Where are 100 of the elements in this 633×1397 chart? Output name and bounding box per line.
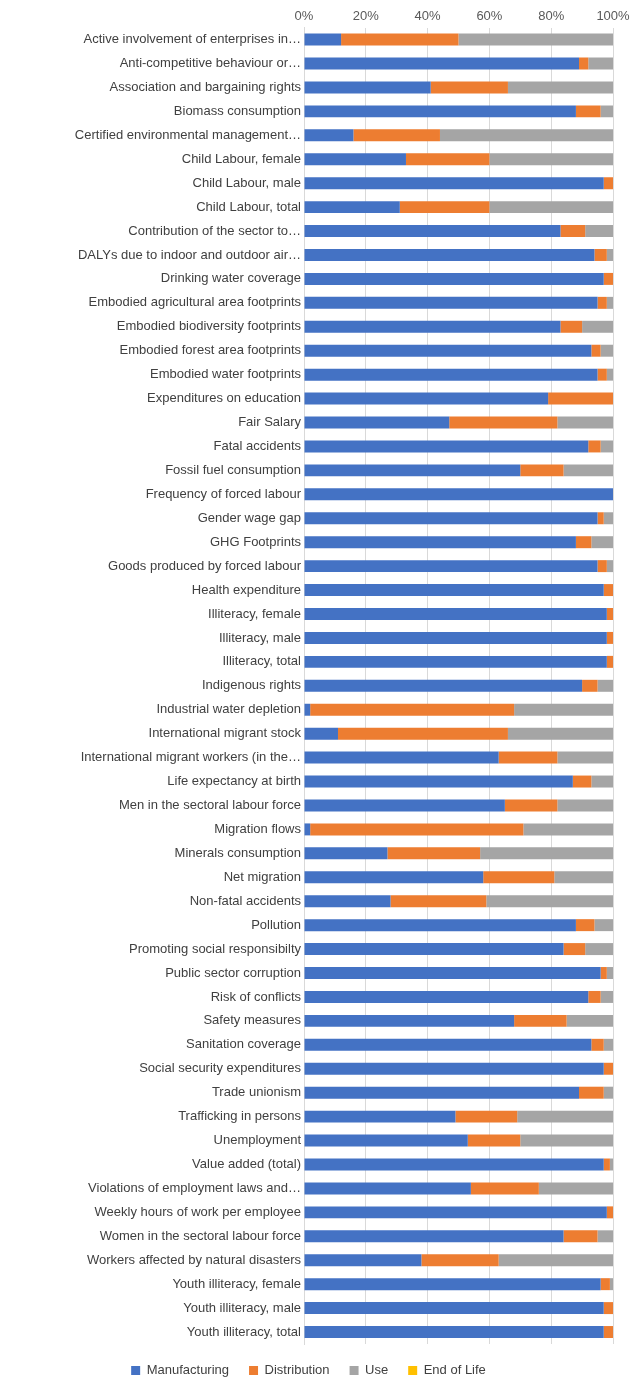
bar: [430, 81, 508, 94]
y-tick-label: Indigenous rights: [201, 677, 302, 693]
bar: [563, 464, 613, 477]
bar: [399, 201, 490, 214]
y-tick-label: Gender wage gap: [197, 509, 301, 525]
y-tick-label: Promoting social responsibilty: [129, 940, 302, 956]
bar: [467, 1134, 521, 1147]
y-tick-label: Association and bargaining rights: [109, 79, 302, 95]
y-tick-label: Fossil fuel consumption: [165, 461, 301, 477]
y-tick-label: Embodied water footprints: [149, 366, 302, 382]
bar: [591, 344, 601, 357]
y-tick-label: International migrant workers (in the…: [80, 749, 301, 765]
bar: [304, 1206, 607, 1219]
bar: [566, 1014, 613, 1027]
y-tick-label: Men in the sectoral labour force: [118, 797, 301, 813]
bar: [304, 1038, 592, 1051]
bar: [606, 249, 613, 261]
bar: [579, 1086, 604, 1099]
y-tick-label: Biomass consumption: [173, 102, 301, 118]
bar: [606, 296, 613, 309]
y-tick-label: Minerals consumption: [174, 844, 301, 860]
bar: [304, 105, 576, 118]
y-tick-label: Fatal accidents: [213, 438, 302, 454]
bar: [588, 990, 601, 1003]
bar: [304, 153, 406, 166]
bar: [600, 344, 613, 357]
bar: [597, 1230, 613, 1243]
y-tick-label: Non-fatal accidents: [189, 892, 302, 908]
y-tick-label: Drinking water coverage: [160, 270, 301, 286]
y-tick-label: Social security expenditures: [139, 1060, 302, 1076]
y-tick-label: Child Labour, female: [181, 150, 301, 166]
y-tick-label: Trade unionism: [211, 1084, 301, 1100]
bar: [603, 177, 613, 190]
bar: [563, 943, 586, 956]
bar: [600, 105, 613, 118]
bar: [304, 895, 391, 908]
bar: [514, 1014, 567, 1027]
bar: [483, 871, 555, 884]
bar: [507, 727, 613, 740]
bar: [538, 1182, 613, 1195]
y-tick-label: Contribution of the sector to…: [128, 222, 301, 238]
bar: [304, 57, 580, 70]
bar: [582, 320, 613, 333]
bar: [341, 33, 459, 46]
bar: [304, 1302, 604, 1315]
y-tick-label: Expenditures on education: [147, 390, 301, 406]
bar: [439, 129, 613, 142]
bar: [603, 512, 613, 525]
legend-label: Manufacturing: [146, 1362, 230, 1378]
bar: [304, 249, 595, 261]
bar: [304, 943, 564, 956]
bar: [421, 1254, 499, 1267]
y-tick-label: Frequency of forced labour: [145, 485, 302, 501]
bar: [603, 1062, 613, 1075]
bar: [304, 368, 598, 381]
y-tick-label: Youth illiteracy, female: [172, 1275, 301, 1291]
bar: [594, 249, 607, 261]
bar: [304, 919, 576, 932]
bar: [585, 225, 613, 238]
y-tick-label: Pollution: [251, 916, 301, 932]
bar: [486, 895, 613, 908]
y-tick-label: Safety measures: [203, 1012, 302, 1028]
x-tick-label: 20%: [352, 8, 380, 24]
bar: [606, 655, 613, 668]
bar: [304, 1086, 580, 1099]
y-tick-label: Value added (total): [192, 1156, 301, 1172]
y-tick-label: Violations of employment laws and…: [88, 1180, 301, 1195]
bar: [517, 1110, 613, 1123]
bar: [304, 1158, 604, 1171]
y-tick-label: DALYs due to indoor and outdoor air…: [77, 246, 301, 262]
bar: [304, 775, 573, 788]
y-tick-label: Illiteracy, total: [222, 653, 302, 669]
bar: [597, 368, 607, 381]
y-tick-label: Illiteracy, female: [208, 605, 301, 621]
y-tick-label: Certified environmental management…: [74, 126, 301, 142]
y-tick-label: Youth illiteracy, male: [183, 1299, 301, 1315]
bar: [304, 655, 607, 668]
bar: [609, 1278, 613, 1291]
bar: [304, 727, 338, 740]
bar: [606, 560, 613, 573]
bar: [603, 1326, 613, 1339]
bar: [304, 608, 607, 620]
bar: [597, 560, 607, 573]
bar: [304, 272, 604, 285]
y-tick-label: Embodied forest area footprints: [119, 342, 302, 358]
y-tick-label: Unemployment: [213, 1132, 302, 1148]
bar: [304, 1014, 515, 1027]
bar: [304, 464, 521, 477]
bar: [304, 751, 499, 764]
bar: [498, 751, 558, 764]
x-tick-label: 60%: [476, 8, 503, 24]
x-tick-label: 0%: [294, 8, 314, 24]
bar: [304, 1326, 604, 1339]
x-tick-label: 100%: [596, 8, 631, 24]
bar: [554, 871, 613, 884]
x-tick-label: 40%: [414, 8, 442, 24]
bar: [603, 1302, 613, 1315]
bar: [600, 1278, 610, 1291]
bar: [600, 967, 607, 979]
bar: [304, 871, 484, 884]
